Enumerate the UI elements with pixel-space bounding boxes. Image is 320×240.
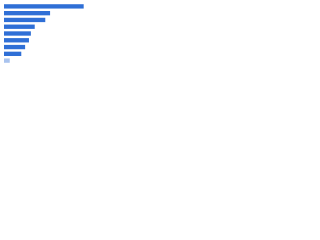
bar (4, 51, 22, 57)
bar (4, 17, 46, 23)
bar (4, 4, 84, 9)
page: {"chart_data": {"type": "bar", "orientat… (0, 0, 100, 71)
bar (4, 38, 29, 43)
chart (4, 4, 84, 63)
bar (4, 44, 26, 50)
bar (4, 58, 10, 63)
bar (4, 31, 31, 36)
bar (4, 10, 51, 16)
bar (4, 24, 35, 29)
